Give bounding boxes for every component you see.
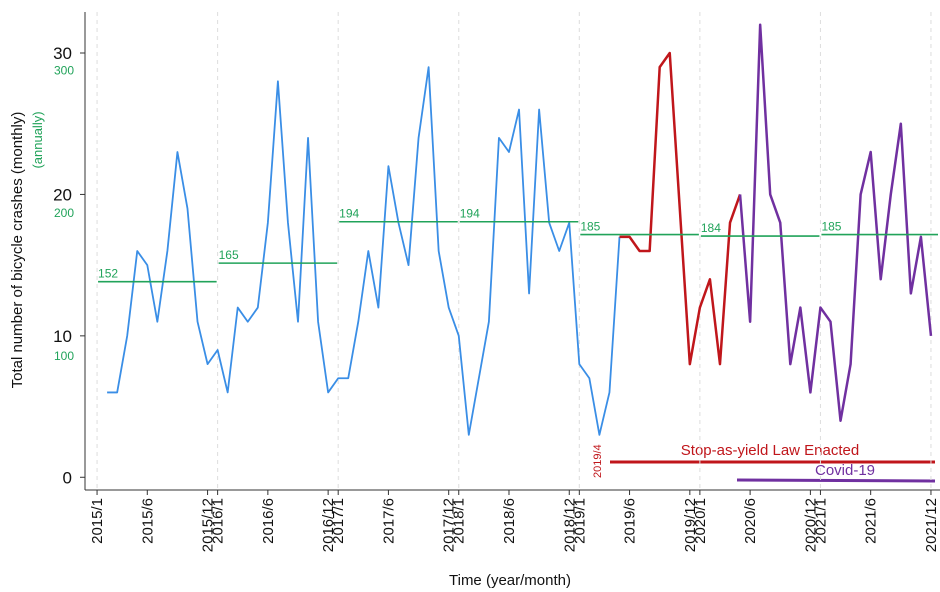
x-tick-label: 2016/6 — [260, 498, 277, 544]
x-tick-label: 2018/12 — [561, 498, 578, 552]
x-tick-label: 2019/12 — [682, 498, 699, 552]
x-tick-label: 2021/1 — [812, 498, 829, 544]
x-tick-label: 2015/6 — [139, 498, 156, 544]
y-tick-label: 0 — [63, 468, 72, 487]
x-tick-label: 2021/6 — [863, 498, 880, 544]
annual-mean-label: 165 — [219, 248, 239, 262]
y2-axis-label: (annually) — [30, 111, 45, 168]
y-tick-label: 10 — [53, 327, 72, 346]
y2-tick-label: 100 — [54, 349, 74, 363]
law-annotation: Stop-as-yield Law Enacted — [681, 442, 859, 459]
x-tick-label: 2020/1 — [692, 498, 709, 544]
series-line — [619, 51, 742, 366]
y2-tick-label: 300 — [54, 64, 74, 78]
series-line — [738, 23, 933, 422]
x-axis-label: Time (year/month) — [449, 572, 571, 589]
x-tick-label: 2018/6 — [501, 498, 518, 544]
series-line — [107, 66, 621, 436]
x-tick-label: 2017/12 — [441, 498, 458, 552]
x-tick-label: 2017/1 — [330, 498, 347, 544]
annual-mean-label: 194 — [339, 207, 359, 221]
covid-period-line — [736, 478, 936, 483]
x-tick-label: 2015/1 — [89, 498, 106, 544]
y-tick-label: 30 — [53, 44, 72, 63]
y-axis-label: Total number of bicycle crashes (monthly… — [9, 112, 26, 389]
annual-mean-label: 184 — [701, 221, 721, 235]
x-tick-label: 2018/1 — [451, 498, 468, 544]
y-tick-label: 20 — [53, 185, 72, 204]
x-tick-label: 2019/1 — [571, 498, 588, 544]
x-tick-label: 2017/6 — [380, 498, 397, 544]
x-tick-label: 2016/1 — [210, 498, 227, 544]
annual-mean-label: 194 — [460, 207, 480, 221]
law-date: 2019/4 — [592, 444, 604, 478]
x-tick-label: 2015/12 — [200, 498, 217, 552]
covid-annotation: Covid-19 — [815, 462, 875, 479]
annual-mean-label: 185 — [821, 220, 841, 234]
x-tick-label: 2016/12 — [320, 498, 337, 552]
x-tick-label: 2019/6 — [622, 498, 639, 544]
x-tick-label: 2021/12 — [923, 498, 940, 552]
x-tick-label: 2020/6 — [742, 498, 759, 544]
annual-mean-label: 152 — [98, 267, 118, 281]
y2-tick-label: 200 — [54, 206, 74, 220]
x-tick-label: 2020/12 — [802, 498, 819, 552]
annual-mean-label: 185 — [580, 220, 600, 234]
